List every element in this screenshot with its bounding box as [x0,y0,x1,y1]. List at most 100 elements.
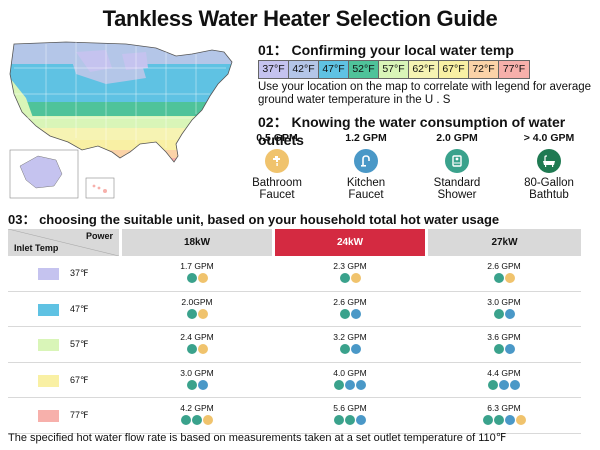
kitchen-faucet-mini-icon [504,308,515,319]
table-corner-cell: Power Inlet Temp [8,229,119,256]
faucet-mini-icon [493,308,504,319]
outlet-icon-group [157,308,237,319]
temp-swatch [38,339,59,351]
legend-77f: 77°F [499,61,529,78]
flow-cell: 2.6 GPM [310,297,390,319]
section1-heading: 01： Confirming your local water temp [258,42,514,58]
outlet-name-line1: Bathroom [252,177,302,189]
flow-rate-value: 3.2 GPM [333,332,367,342]
us-groundwater-map [9,41,233,199]
legend-47f: 47°F [319,61,349,78]
flow-cell: 5.6 GPM [310,403,390,425]
outlet-standard-shower: 2.0 GPM Standard Shower [417,132,497,201]
outlet-icon-group [310,273,390,283]
outlet-name-line2: Shower [437,189,477,201]
column-24kw: 24kW [275,229,425,256]
inlet-temp-header-label: Inlet Temp [14,243,59,253]
outlet-name-line1: Standard [433,177,481,189]
faucet-mini-icon [181,415,191,425]
flow-cell: 4.2 GPM [157,403,237,425]
section3-heading: 03： choosing the suitable unit, based on… [8,212,500,227]
kitchen-faucet-mini-icon [197,379,208,390]
outlet-bathtub: > 4.0 GPM 80-Gallon Bathtub [509,132,589,201]
outlet-icon-group [157,344,237,354]
faucet-mini-icon [339,344,350,354]
outlet-icon-group [464,415,544,425]
outlet-kitchen-faucet: 1.2 GPM Kitchen Faucet [326,132,406,201]
flow-rate-value: 2.0GPM [181,296,213,307]
table-row: 47℉ 2.0GPM 2.6 GPM 3.0 GPM [8,292,581,327]
flow-cell: 2.6 GPM [464,261,544,283]
faucet-mini-icon [339,308,350,319]
legend-72f: 72°F [469,61,499,78]
kitchen-faucet-mini-icon [350,308,361,319]
outlet-gpm: > 4.0 GPM [523,132,575,144]
outlet-gpm: 1.2 GPM [345,132,387,144]
faucet-mini-icon [493,273,504,283]
outlet-name-line2: Faucet [259,189,295,201]
kitchen-faucet-mini-icon [356,379,366,390]
faucet-mini-icon [334,379,344,390]
flow-cell: 3.0 GPM [464,297,544,319]
kitchen-faucet-mini-icon [356,415,366,425]
faucet-mini-icon [345,415,355,425]
bath-mini-icon [203,415,213,425]
flow-rate-value: 2.6 GPM [333,296,367,307]
shower-icon [445,149,469,173]
outlet-name-line2: Bathtub [529,189,569,201]
flow-rate-value: 6.3 GPM [487,403,521,413]
column-18kw: 18kW [122,229,272,256]
outlet-icon-group [464,308,544,319]
outlet-icon-group [157,379,237,390]
faucet-mini-icon [334,415,344,425]
flow-cell: 3.0 GPM [157,368,237,390]
flow-cell: 2.3 GPM [310,261,390,283]
bathtub-icon [537,149,561,173]
kitchen-faucet-mini-icon [499,379,509,390]
flow-rate-value: 2.6 GPM [487,261,521,271]
temperature-legend: 37°F 42°F 47°F 52°F 57°F 62°F 67°F 72°F … [258,60,530,79]
flow-rate-value: 1.7 GPM [180,261,214,271]
table-row: 37℉ 1.7 GPM 2.3 GPM 2.6 GPM [8,256,581,292]
flow-rate-value: 3.0 GPM [180,367,214,378]
flow-rate-value: 4.4 GPM [487,367,521,378]
faucet-mini-icon [493,415,504,425]
temp-swatch [38,303,59,316]
inlet-temp-label: 47℉ [70,303,89,314]
flow-rate-value: 4.0 GPM [333,367,367,378]
outlet-name-line1: Kitchen [346,177,386,189]
outlet-icon-group [464,379,544,390]
kitchen-faucet-mini-icon [510,379,520,390]
flow-rate-value: 5.6 GPM [333,403,367,413]
section2-heading: 02： Knowing the water consumption of wat… [258,114,566,148]
legend-57f: 57°F [379,61,409,78]
outlet-icon-group [157,415,237,425]
kitchen-faucet-mini-icon [350,344,361,354]
flow-cell: 4.0 GPM [310,368,390,390]
outlet-icon-group [310,344,390,354]
outlet-icon-group [310,379,390,390]
selection-table: Power Inlet Temp 18kW 24kW 27kW 37℉ 1.7 G… [8,229,581,434]
bath-mini-icon [515,415,526,425]
outlet-icon-group [157,273,237,283]
footer-note: The specified hot water flow rate is bas… [8,432,507,444]
bathroom-faucet-icon [265,149,289,173]
flow-cell: 2.4 GPM [157,332,237,354]
faucet-mini-icon [186,344,197,354]
column-27kw: 27kW [428,229,581,256]
outlet-gpm: 0.5 GPM [256,132,298,144]
flow-rate-value: 2.4 GPM [180,332,214,342]
flow-cell: 2.0GPM [157,297,237,319]
bath-mini-icon [504,273,515,283]
section1-description: Use your location on the map to correlat… [258,81,592,106]
bath-mini-icon [197,308,208,319]
inlet-temp-label: 57℉ [70,339,89,349]
table-row: 67℉ 3.0 GPM 4.0 GPM 4.4 GPM [8,363,581,398]
inlet-temp-label: 67℉ [70,374,89,385]
outlet-icon-group [464,273,544,283]
outlet-icon-group [464,344,544,354]
flow-rate-value: 3.0 GPM [487,296,521,307]
legend-62f: 62°F [409,61,439,78]
faucet-mini-icon [186,308,197,319]
faucet-mini-icon [186,273,197,283]
